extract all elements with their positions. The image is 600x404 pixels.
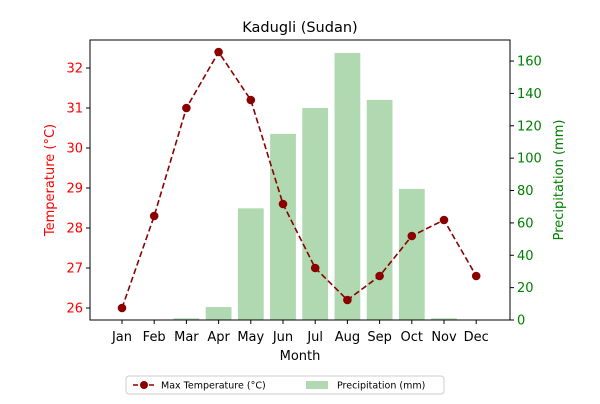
x-tick-label-jun: Jun (272, 330, 293, 345)
y-right-tick-label: 40 (517, 249, 534, 264)
y-right-tick-label: 0 (517, 314, 525, 329)
temperature-point-oct (407, 231, 417, 241)
x-axis: Jan Feb Mar Apr May Jun Jul Aug Sep Oct Nov Dec (111, 320, 489, 345)
x-tick-label-sep: Sep (367, 330, 392, 345)
y-right-tick-label: 120 (517, 119, 542, 134)
y-right-axis-label: Precipitation (mm) (552, 120, 567, 241)
x-tick-label-mar: Mar (174, 330, 199, 345)
y-right-tick-label: 60 (517, 216, 534, 231)
precip-bar-sep (366, 99, 393, 320)
legend: Max Temperature (°C) Precipitation (mm) (125, 375, 445, 395)
legend-box (125, 375, 445, 395)
x-tick-label-dec: Dec (464, 330, 489, 345)
chart-title: Kadugli (Sudan) (242, 20, 357, 36)
precip-bar-nov (431, 318, 457, 320)
x-tick-label-nov: Nov (431, 330, 457, 345)
line-layer (117, 47, 481, 313)
temperature-point-mar (182, 103, 191, 113)
temperature-point-jun (278, 199, 288, 209)
y-left-tick-label: 26 (66, 302, 83, 317)
temperature-point-nov (439, 215, 449, 225)
precip-bar-apr (205, 307, 232, 320)
temperature-point-apr (214, 47, 223, 57)
temperature-point-may (246, 95, 256, 105)
x-tick-label-oct: Oct (401, 330, 423, 345)
y-left-tick-label: 27 (66, 262, 83, 277)
y-left-tick-label: 29 (66, 182, 83, 197)
temperature-point-jul (310, 263, 320, 273)
x-tick-label-may: May (237, 330, 264, 345)
plot-frame (89, 39, 511, 321)
y-right-axis: 0 20 40 60 80 100 120 140 160 (510, 55, 542, 329)
x-tick-label-jul: Jul (306, 330, 323, 345)
legend-marker-swatch (140, 381, 148, 389)
x-tick-label-feb: Feb (143, 330, 166, 345)
y-right-tick-label: 140 (517, 87, 542, 102)
y-right-tick-label: 20 (517, 281, 534, 296)
precip-bar-mar (173, 318, 200, 320)
y-left-tick-label: 28 (66, 222, 83, 237)
y-left-axis-label: Temperature (°C) (43, 124, 58, 237)
y-left-tick-label: 30 (66, 142, 83, 157)
temperature-point-dec (471, 271, 481, 281)
y-left-tick-label: 32 (66, 62, 83, 77)
precip-bar-oct (398, 188, 425, 320)
temperature-point-jan (117, 303, 127, 313)
precip-bar-aug (334, 52, 361, 321)
bars-layer (173, 52, 457, 321)
legend-bar-swatch (306, 381, 328, 389)
temperature-point-aug (343, 295, 352, 305)
precip-bar-may (237, 208, 264, 320)
legend-label-precipitation: Precipitation (mm) (337, 381, 425, 392)
legend-label-temperature: Max Temperature (°C) (161, 381, 266, 392)
y-right-tick-label: 160 (517, 55, 542, 70)
temperature-point-feb (149, 211, 159, 221)
temperature-line (121, 50, 477, 309)
temperature-point-sep (375, 271, 384, 281)
y-right-tick-label: 100 (517, 152, 542, 167)
x-tick-label-jan: Jan (111, 330, 132, 345)
x-tick-label-apr: Apr (207, 330, 230, 345)
x-tick-label-aug: Aug (335, 330, 360, 345)
x-axis-label: Month (280, 349, 321, 364)
y-left-axis: 26 27 28 29 30 31 32 (66, 62, 90, 317)
precip-bar-jun (270, 133, 296, 320)
y-left-tick-label: 31 (66, 102, 83, 117)
precip-bar-jul (302, 107, 329, 321)
y-right-tick-label: 80 (517, 184, 534, 199)
